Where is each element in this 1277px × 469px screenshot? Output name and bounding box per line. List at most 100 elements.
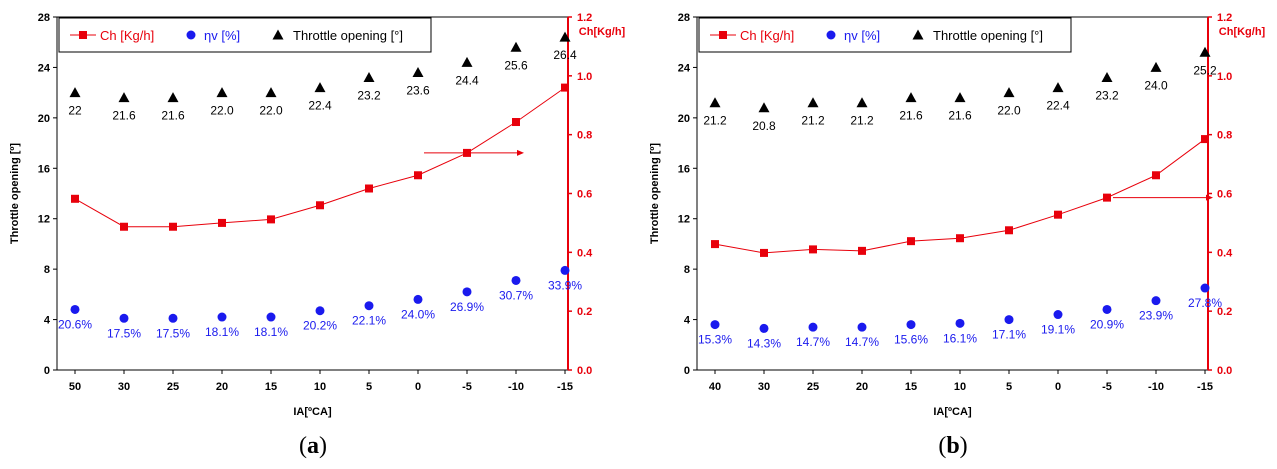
eta-data-label: 18.1% — [254, 325, 288, 339]
eta-point — [217, 312, 227, 322]
throttle-point — [1003, 87, 1015, 98]
ch-point — [218, 218, 226, 227]
x-axis-title: IA[ºCA] — [293, 406, 332, 418]
x-axis-title: IA[ºCA] — [933, 406, 972, 418]
right-tick-label: 0.0 — [1217, 365, 1232, 377]
eta-point — [808, 322, 818, 332]
legend-eta-label: ηv [%] — [844, 28, 880, 43]
right-tick-label: 0.8 — [1217, 130, 1232, 142]
eta-point — [462, 287, 472, 297]
throttle-point — [954, 92, 966, 103]
eta-data-label: 20.9% — [1090, 317, 1124, 331]
legend-throttle-label: Throttle opening [°] — [933, 28, 1043, 43]
eta-data-label: 27.8% — [1188, 296, 1222, 310]
throttle-data-label: 25.2 — [1193, 63, 1217, 77]
ch-point — [561, 83, 569, 92]
eta-data-label: 22.1% — [352, 314, 386, 328]
throttle-data-label: 20.8 — [752, 119, 776, 133]
eta-point — [168, 313, 178, 323]
x-tick-label: 0 — [415, 381, 421, 393]
legend-ch-marker — [79, 31, 87, 39]
panel-letter: a — [307, 433, 319, 459]
left-tick-label: 12 — [38, 214, 50, 226]
throttle-data-label: 25.6 — [504, 58, 528, 72]
legend-ch-marker — [719, 31, 727, 39]
ch-point — [414, 171, 422, 180]
left-tick-label: 16 — [38, 163, 50, 175]
x-tick-label: 20 — [856, 381, 868, 393]
eta-data-label: 14.7% — [845, 335, 879, 349]
x-tick-label: 30 — [118, 381, 130, 393]
throttle-data-label: 22.4 — [1046, 99, 1070, 113]
eta-data-label: 17.5% — [107, 326, 141, 340]
legend-eta-marker — [186, 30, 196, 40]
ch-point — [365, 184, 373, 193]
ch-point — [858, 246, 866, 255]
legend-throttle-label: Throttle opening [°] — [293, 28, 403, 43]
throttle-data-label: 21.2 — [850, 114, 874, 128]
throttle-point — [905, 92, 917, 103]
eta-point — [1102, 304, 1112, 314]
eta-point — [364, 301, 374, 311]
ch-point — [760, 248, 768, 257]
ch-point — [1201, 135, 1209, 144]
legend-ch-label: Ch [Kg/h] — [100, 28, 154, 43]
eta-data-label: 20.6% — [58, 317, 92, 331]
throttle-data-label: 23.6 — [406, 83, 430, 97]
x-tick-label: 30 — [758, 381, 770, 393]
left-tick-label: 0 — [684, 365, 690, 377]
x-tick-label: 25 — [167, 381, 179, 393]
x-tick-label: -10 — [1148, 381, 1164, 393]
right-tick-label: 1.2 — [577, 12, 592, 24]
ch-point — [809, 245, 817, 254]
x-tick-label: -15 — [557, 381, 573, 393]
throttle-point — [118, 92, 130, 103]
left-tick-label: 28 — [38, 12, 50, 24]
left-tick-label: 20 — [38, 113, 50, 125]
eta-data-label: 17.1% — [992, 328, 1026, 342]
eta-point — [710, 320, 720, 330]
eta-point — [906, 320, 916, 330]
ch-point — [512, 118, 520, 127]
throttle-point — [69, 87, 81, 98]
ch-point — [1103, 193, 1111, 202]
throttle-point — [856, 97, 868, 108]
right-tick-label: 1.0 — [1217, 71, 1232, 83]
eta-point — [857, 322, 867, 332]
throttle-point — [758, 102, 770, 113]
left-tick-label: 20 — [678, 113, 690, 125]
x-tick-label: -5 — [1102, 381, 1112, 393]
legend-throttle-marker — [272, 29, 284, 40]
left-tick-label: 16 — [678, 163, 690, 175]
right-tick-label: 0.6 — [577, 189, 592, 201]
eta-data-label: 15.3% — [698, 333, 732, 347]
throttle-data-label: 22 — [68, 104, 82, 118]
legend: Ch [Kg/h] ηv [%] Throttle opening [°] — [698, 17, 1072, 53]
left-tick-label: 24 — [38, 62, 51, 74]
eta-point — [560, 265, 570, 275]
right-tick-label: 0.2 — [1217, 306, 1232, 318]
legend-ch-label: Ch [Kg/h] — [740, 28, 794, 43]
x-tick-label: 5 — [366, 381, 372, 393]
ch-point — [711, 240, 719, 249]
panel-label: (a) — [299, 433, 327, 459]
eta-data-label: 18.1% — [205, 325, 239, 339]
throttle-data-label: 22.0 — [259, 104, 283, 118]
throttle-data-label: 23.2 — [1095, 89, 1119, 103]
right-tick-label: 0.0 — [577, 365, 592, 377]
right-tick-label: 0.4 — [577, 247, 593, 259]
ch-point — [956, 234, 964, 243]
eta-point — [1053, 310, 1063, 320]
ch-point — [316, 201, 324, 210]
legend-eta-marker — [826, 30, 836, 40]
throttle-data-label: 22.0 — [210, 104, 234, 118]
x-tick-label: 25 — [807, 381, 819, 393]
ch-point — [71, 194, 79, 203]
left-tick-label: 0 — [44, 365, 50, 377]
x-tick-label: 40 — [709, 381, 721, 393]
panel-letter: b — [946, 433, 959, 459]
right-tick-label: 1.2 — [1217, 12, 1232, 24]
throttle-point — [807, 97, 819, 108]
panel-label: (b) — [938, 433, 967, 459]
right-tick-label: 0.4 — [1217, 247, 1233, 259]
